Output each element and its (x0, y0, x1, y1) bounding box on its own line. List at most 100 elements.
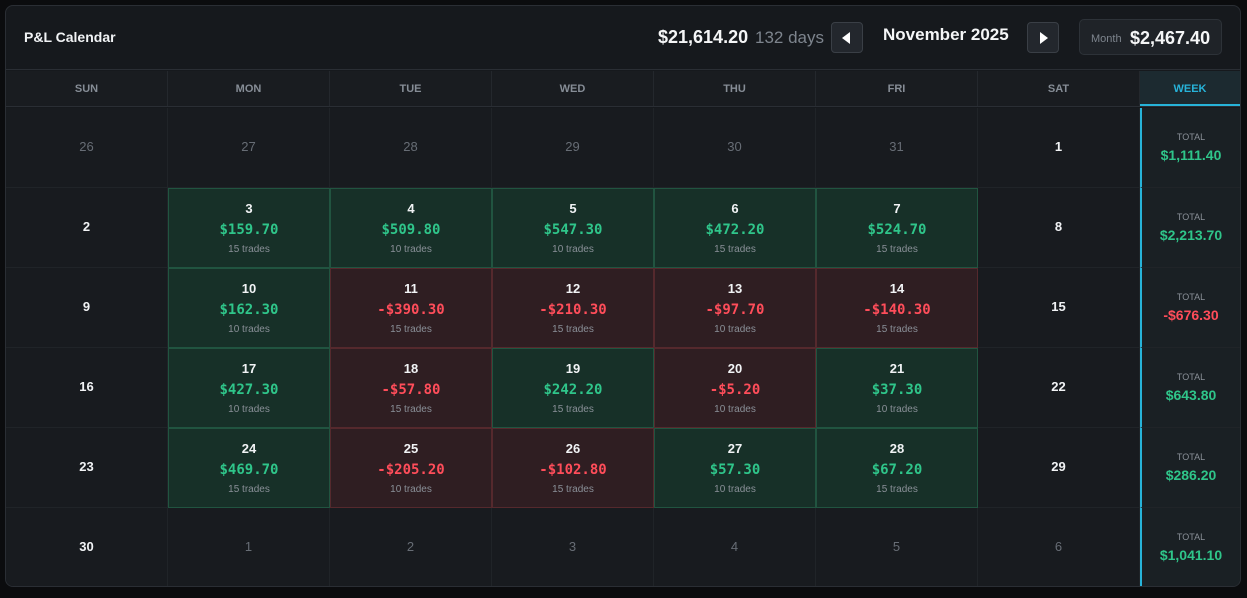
week-total-label: TOTAL (1176, 452, 1206, 462)
calendar-day-outside-month[interactable]: 27 (168, 108, 330, 188)
day-pnl-value: -$97.70 (705, 302, 765, 318)
calendar-day-cell[interactable]: 28 $67.20 15 trades (816, 428, 978, 508)
calendar-day-cell[interactable]: 8 (978, 188, 1140, 268)
day-trade-count: 15 trades (228, 244, 270, 255)
calendar-day-cell[interactable]: 1 (978, 108, 1140, 188)
day-number: 22 (1051, 379, 1066, 394)
day-trade-count: 10 trades (714, 484, 756, 495)
day-number: 23 (79, 459, 94, 474)
day-trade-count: 15 trades (390, 404, 432, 415)
calendar-day-cell[interactable]: 22 (978, 348, 1140, 428)
day-trade-count: 10 trades (714, 404, 756, 415)
calendar-day-outside-month[interactable]: 31 (816, 108, 978, 188)
week-total-label: TOTAL (1176, 132, 1206, 142)
day-pnl-value: $159.70 (219, 222, 279, 238)
page-title: P&L Calendar (24, 29, 116, 45)
chevron-left-icon (842, 31, 850, 44)
calendar-week-row: 26 27 28 29 30 31 1 TOTAL $1,111.40 (6, 108, 1240, 188)
next-month-button[interactable] (1027, 22, 1059, 53)
week-total-cell: TOTAL $643.80 (1140, 348, 1240, 428)
week-total-cell: TOTAL $2,213.70 (1140, 188, 1240, 268)
day-number: 28 (403, 139, 418, 154)
calendar-day-cell[interactable]: 20 -$5.20 10 trades (654, 348, 816, 428)
weekday-thu: THU (654, 71, 816, 106)
weekday-sun: SUN (6, 71, 168, 106)
day-number: 29 (565, 139, 580, 154)
month-pnl-label: Month (1091, 33, 1122, 45)
calendar-week-row: 30 1 2 3 4 5 6 TOTAL $1,041.10 (6, 508, 1240, 586)
calendar-day-cell[interactable]: 18 -$57.80 15 trades (330, 348, 492, 428)
calendar-day-cell[interactable]: 27 $57.30 10 trades (654, 428, 816, 508)
calendar-day-cell[interactable]: 14 -$140.30 15 trades (816, 268, 978, 348)
day-pnl-value: $509.80 (381, 222, 441, 238)
calendar-week-row: 2 3 $159.70 15 trades 4 $509.80 10 trades 5 $547… (6, 188, 1240, 268)
day-number: 31 (889, 139, 904, 154)
pnl-calendar-card: P&L Calendar $21,614.20 132 days Novembe… (5, 5, 1241, 587)
week-column-header: WEEK (1140, 71, 1240, 106)
calendar-day-cell[interactable]: 25 -$205.20 10 trades (330, 428, 492, 508)
day-number: 26 (565, 441, 581, 456)
calendar-day-cell[interactable]: 5 $547.30 10 trades (492, 188, 654, 268)
calendar-day-outside-month[interactable]: 26 (6, 108, 168, 188)
calendar-week-row: 9 10 $162.30 10 trades 11 -$390.30 15 trades 12… (6, 268, 1240, 348)
day-pnl-value: -$210.30 (539, 302, 607, 318)
day-number: 19 (565, 361, 581, 376)
calendar-day-outside-month[interactable]: 4 (654, 508, 816, 586)
calendar-day-outside-month[interactable]: 1 (168, 508, 330, 586)
calendar-day-cell[interactable]: 10 $162.30 10 trades (168, 268, 330, 348)
calendar-week-row: 23 24 $469.70 15 trades 25 -$205.20 10 trades 2… (6, 428, 1240, 508)
day-number: 12 (565, 281, 581, 296)
day-number: 16 (79, 379, 94, 394)
calendar-day-outside-month[interactable]: 3 (492, 508, 654, 586)
calendar-day-outside-month[interactable]: 2 (330, 508, 492, 586)
calendar-day-cell[interactable]: 26 -$102.80 15 trades (492, 428, 654, 508)
calendar-day-cell[interactable]: 12 -$210.30 15 trades (492, 268, 654, 348)
day-number: 27 (241, 139, 256, 154)
day-trade-count: 15 trades (876, 324, 918, 335)
day-trade-count: 15 trades (552, 404, 594, 415)
calendar-day-outside-month[interactable]: 29 (492, 108, 654, 188)
day-trade-count: 10 trades (390, 244, 432, 255)
calendar-day-cell[interactable]: 15 (978, 268, 1140, 348)
current-month-label: November 2025 (883, 25, 1009, 44)
day-pnl-value: $37.30 (871, 382, 923, 398)
calendar-header: P&L Calendar $21,614.20 132 days Novembe… (6, 6, 1240, 70)
week-total-cell: TOTAL $1,111.40 (1140, 108, 1240, 188)
day-pnl-value: $427.30 (219, 382, 279, 398)
day-pnl-value: $472.20 (705, 222, 765, 238)
calendar-day-outside-month[interactable]: 30 (654, 108, 816, 188)
calendar-day-cell[interactable]: 30 (6, 508, 168, 586)
calendar-day-cell[interactable]: 29 (978, 428, 1140, 508)
day-number: 28 (889, 441, 905, 456)
week-total-value: $286.20 (1165, 467, 1217, 483)
calendar-day-outside-month[interactable]: 6 (978, 508, 1140, 586)
calendar-day-cell[interactable]: 19 $242.20 15 trades (492, 348, 654, 428)
day-number: 5 (569, 201, 577, 216)
calendar-day-cell[interactable]: 11 -$390.30 15 trades (330, 268, 492, 348)
calendar-day-cell[interactable]: 24 $469.70 15 trades (168, 428, 330, 508)
calendar-day-cell[interactable]: 16 (6, 348, 168, 428)
total-pnl-value: $21,614.20 (658, 27, 749, 47)
calendar-day-outside-month[interactable]: 28 (330, 108, 492, 188)
day-pnl-value: $469.70 (219, 462, 279, 478)
previous-month-button[interactable] (831, 22, 863, 53)
calendar-day-cell[interactable]: 13 -$97.70 10 trades (654, 268, 816, 348)
calendar-day-cell[interactable]: 6 $472.20 15 trades (654, 188, 816, 268)
calendar-day-outside-month[interactable]: 5 (816, 508, 978, 586)
calendar-day-cell[interactable]: 2 (6, 188, 168, 268)
calendar-day-cell[interactable]: 9 (6, 268, 168, 348)
day-pnl-value: -$5.20 (709, 382, 761, 398)
day-pnl-value: -$102.80 (539, 462, 607, 478)
calendar-day-cell[interactable]: 3 $159.70 15 trades (168, 188, 330, 268)
calendar-day-cell[interactable]: 17 $427.30 10 trades (168, 348, 330, 428)
calendar-day-cell[interactable]: 4 $509.80 10 trades (330, 188, 492, 268)
calendar-day-cell[interactable]: 23 (6, 428, 168, 508)
calendar-grid: 26 27 28 29 30 31 1 TOTAL $1,111.40 2 3 $159.70 15 t… (6, 108, 1240, 586)
day-trade-count: 15 trades (390, 324, 432, 335)
day-number: 2 (82, 219, 91, 234)
week-total-value: -$676.30 (1163, 307, 1219, 323)
calendar-day-cell[interactable]: 21 $37.30 10 trades (816, 348, 978, 428)
day-number: 27 (727, 441, 743, 456)
day-trade-count: 15 trades (552, 324, 594, 335)
calendar-day-cell[interactable]: 7 $524.70 15 trades (816, 188, 978, 268)
